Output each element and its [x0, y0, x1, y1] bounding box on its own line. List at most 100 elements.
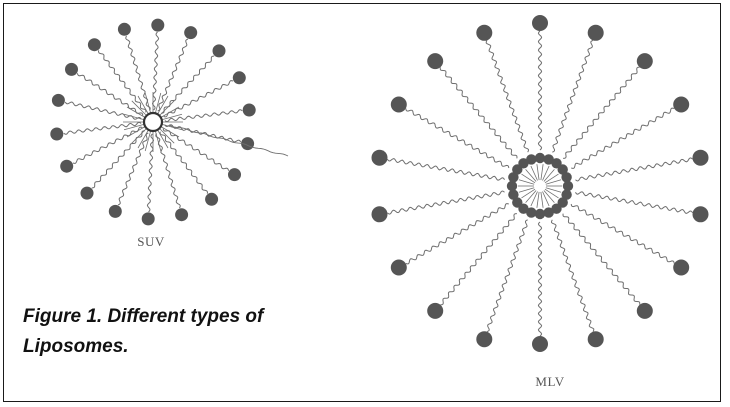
mlv-inner-head: [543, 207, 554, 218]
suv-inner-tail: [157, 95, 169, 115]
suv-lipid-tail: [162, 128, 230, 171]
mlv-lipid-head: [692, 149, 709, 166]
mlv-lipid-tail: [387, 190, 505, 215]
mlv-inner-tail: [542, 165, 550, 181]
suv-lipid-tail: [163, 80, 234, 118]
mlv-lipid-tail: [439, 67, 518, 159]
mlv-lipid-tail: [563, 66, 640, 159]
suv-lipid-tail: [125, 35, 151, 111]
mlv-inner-head: [518, 158, 529, 169]
mlv-label: MLV: [535, 374, 564, 389]
mlv-lipid-tail: [405, 203, 509, 265]
mlv-lipid-tail: [562, 213, 641, 305]
suv-inner-tail: [157, 129, 169, 149]
suv-inner-tail: [126, 106, 146, 118]
mlv-inner-tail: [521, 173, 536, 184]
suv-stray-tail: [168, 124, 289, 157]
suv-inner-tail: [159, 100, 175, 116]
mlv-inner-tail: [544, 173, 559, 184]
suv-inner-tail: [144, 92, 152, 114]
suv-lipid-tail: [63, 121, 142, 135]
suv-lipid-tail: [91, 130, 145, 189]
mlv-lipid-head: [476, 331, 493, 348]
mlv-inner-tail: [525, 190, 537, 203]
mlv-inner-tail: [530, 165, 538, 181]
mlv-lipid-head: [587, 24, 604, 41]
mlv-lipid-head: [673, 96, 690, 113]
suv-lipid-head: [80, 186, 94, 200]
suv-lipid-head: [212, 44, 226, 58]
mlv-lipid-head: [532, 336, 548, 352]
suv-inner-tail: [131, 128, 147, 144]
suv-lipid-head: [117, 22, 131, 36]
suv-inner-tail: [159, 128, 175, 144]
suv-lipid-head: [242, 103, 256, 117]
mlv-lipid-head: [636, 53, 653, 70]
mlv-lipid-tail: [550, 219, 595, 332]
mlv-inner-tail: [540, 164, 544, 181]
suv-lipid-tail: [159, 131, 209, 194]
suv-inner-tail: [131, 100, 147, 116]
mlv-lipid-head: [371, 149, 388, 166]
mlv-inner-tail: [536, 191, 540, 208]
suv-lipid-tail: [157, 38, 189, 112]
mlv-lipid-head: [371, 206, 388, 223]
mlv-lipid-head: [692, 206, 709, 223]
mlv-inner-tail: [518, 179, 535, 185]
suv-inner-tail: [160, 106, 180, 118]
suv-lipid-tail: [161, 55, 215, 114]
mlv-inner-tail: [543, 190, 555, 203]
mlv-lipid-head: [636, 302, 653, 319]
mlv-lipid-head: [390, 96, 407, 113]
suv-lipid-tail: [146, 133, 155, 213]
suv-lipid-head: [141, 212, 155, 226]
suv-lipid-tail: [155, 133, 181, 209]
mlv-lipid-tail: [405, 108, 510, 169]
mlv-inner-tail: [545, 179, 562, 185]
suv-lipid-head: [184, 26, 198, 40]
mlv-lipid-tail: [575, 157, 693, 182]
suv-lipid-tail: [64, 101, 142, 120]
mlv-inner-head: [508, 172, 519, 183]
mlv-lipid-head: [532, 15, 548, 31]
mlv-inner-head: [508, 189, 519, 200]
mlv-inner-tail: [542, 191, 550, 207]
suv-inner-tail: [123, 113, 145, 121]
suv-inner-tail: [137, 129, 149, 149]
mlv-lipid-head: [427, 302, 444, 319]
mlv-inner-tail: [540, 191, 544, 208]
figure-caption: Figure 1. Different types of Liposomes.: [23, 306, 264, 357]
suv-lipid-tail: [97, 50, 147, 113]
mlv-lipid-head: [476, 24, 493, 41]
suv-inner-tail: [123, 123, 145, 131]
suv-lipid-tail: [117, 132, 149, 206]
mlv-lipid-head: [390, 259, 407, 276]
suv-inner-tail: [160, 126, 180, 138]
mlv-inner-tail: [530, 191, 538, 207]
mlv-inner-head: [512, 197, 523, 208]
suv-inner-tail: [137, 95, 149, 115]
mlv-inner-head: [526, 207, 537, 218]
mlv-lipid-tail: [571, 107, 675, 169]
mlv-inner-head: [526, 154, 537, 165]
suv-lipid-head: [108, 204, 122, 218]
mlv-lipid-tail: [486, 219, 528, 333]
mlv-lipid-head: [587, 331, 604, 348]
mlv-lipid-tail: [552, 39, 594, 153]
mlv-inner-tail: [543, 169, 555, 182]
suv-lipid-head: [65, 62, 78, 76]
mlv-inner-head: [561, 189, 572, 200]
suv-inner-tail: [154, 92, 162, 114]
suv-lipid-head: [232, 71, 246, 85]
mlv-inner-tail: [536, 164, 540, 181]
mlv-inner-head: [551, 203, 562, 214]
mlv-inner-head: [557, 164, 568, 175]
suv-core: [142, 111, 164, 133]
suv-lipid-head: [175, 208, 189, 222]
mlv-inner-tail: [525, 169, 537, 182]
mlv-lipid-tail: [485, 40, 530, 153]
suv-inner-tail: [154, 130, 162, 152]
suv-inner-tail: [161, 113, 183, 121]
mlv-inner-head: [534, 152, 546, 164]
